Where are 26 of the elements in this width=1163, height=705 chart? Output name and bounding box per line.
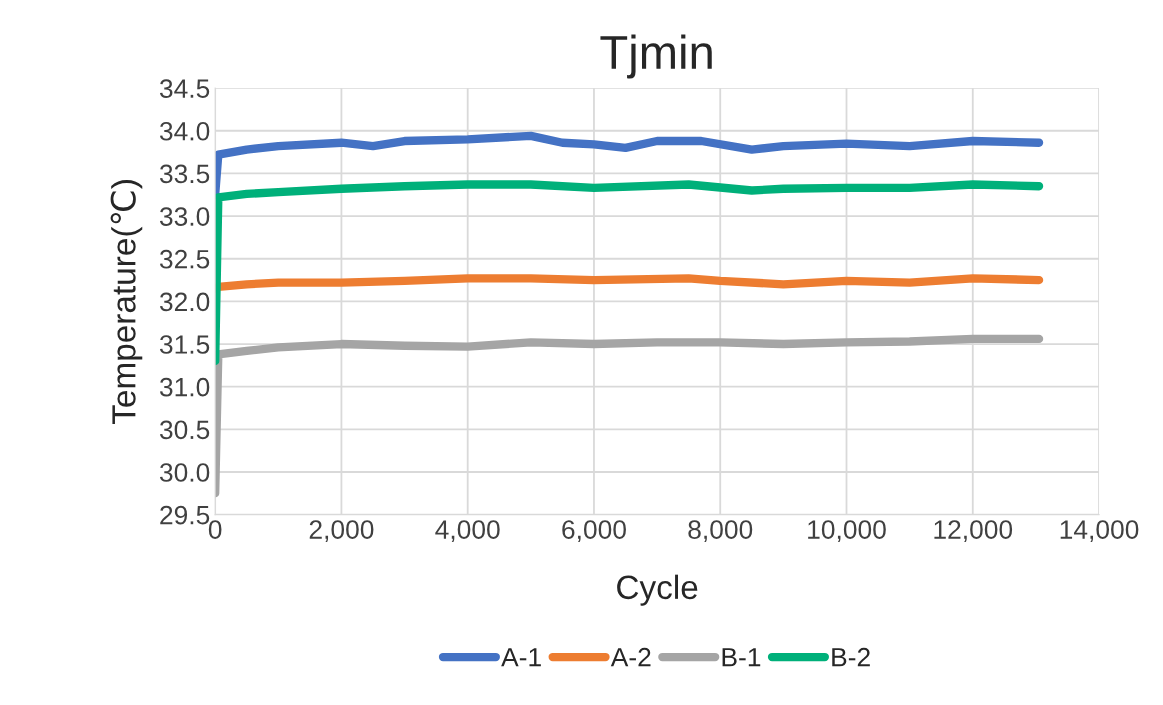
legend-label: B-2 [832,647,870,667]
y-tick-label: 32.5 [159,249,210,269]
legend-label: A-1 [501,648,541,667]
x-tick-label: 4,000 [435,520,500,543]
y-axis-title: Temperature(℃) [110,180,143,424]
y-tick-label: 32.0 [159,292,210,312]
x-tick-label: 14,000 [1060,520,1139,543]
y-tick-label: 30.5 [159,420,210,440]
y-tick-label: 30.0 [159,463,210,482]
x-tick-label: 8,000 [688,520,753,543]
x-tick-label: 2,000 [309,520,374,543]
y-tick-label: 34.5 [159,79,210,98]
y-tick-label: 31.0 [159,377,210,397]
y-tick-label: 33.5 [159,164,210,184]
y-tick-label: 29.5 [160,505,210,525]
y-tick-label: 31.5 [159,335,210,354]
legend-label: B-1 [722,648,761,667]
legend-label: A-2 [610,647,651,667]
chart-title: Tjmin [600,34,712,79]
x-tick-label: 12,000 [934,520,1013,543]
x-tick-label: 10,000 [808,520,886,543]
x-tick-label: 0 [208,520,222,539]
y-tick-label: 34.0 [159,121,210,141]
x-tick-label: 6,000 [562,520,626,543]
x-axis-title: Cycle [617,574,698,606]
y-tick-label: 33.0 [159,207,210,226]
